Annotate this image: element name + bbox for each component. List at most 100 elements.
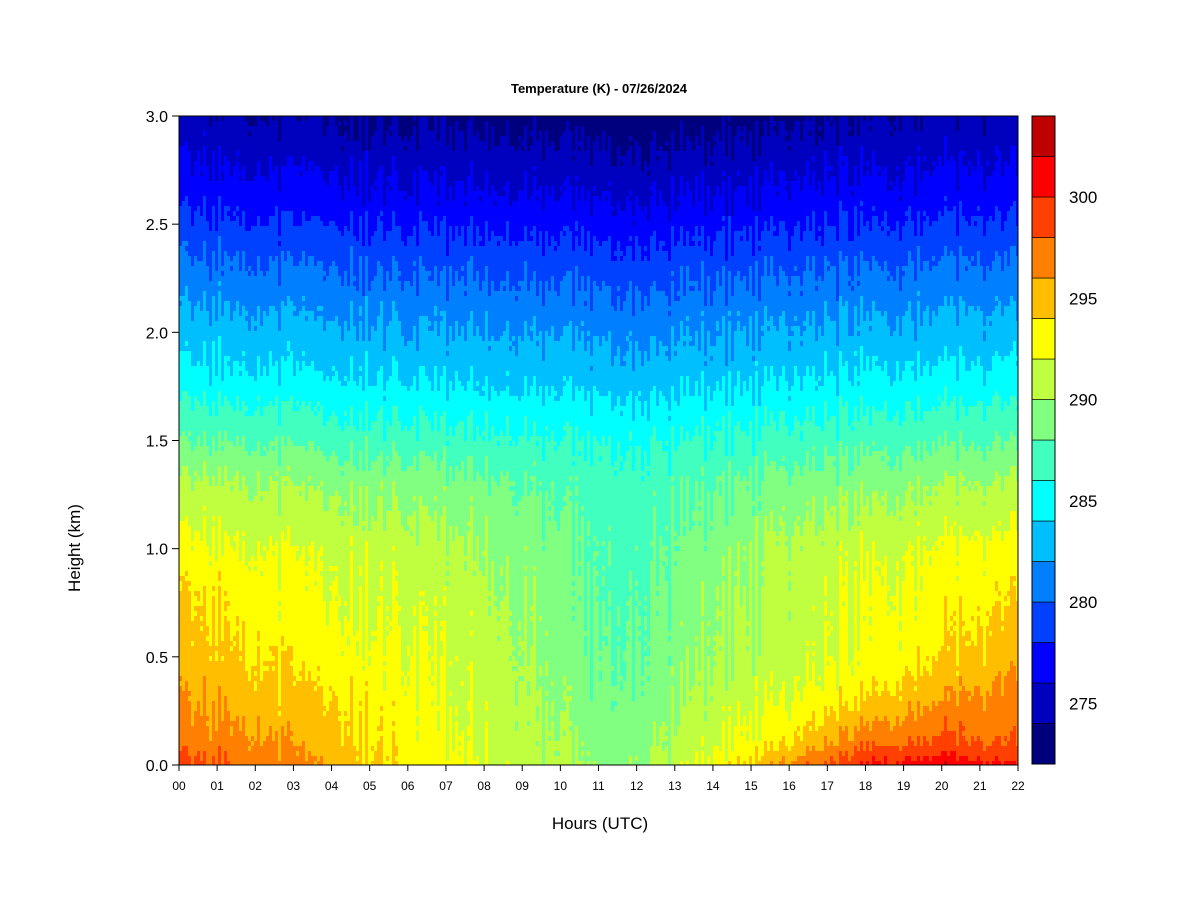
heatmap-cell <box>218 561 222 567</box>
heatmap-cell <box>284 581 288 587</box>
heatmap-cell <box>254 166 258 172</box>
heatmap-cell <box>206 746 210 752</box>
heatmap-cell <box>269 741 273 747</box>
heatmap-cell <box>254 501 258 507</box>
heatmap-cell <box>233 356 237 362</box>
heatmap-cell <box>185 746 189 752</box>
heatmap-cell <box>248 686 252 692</box>
heatmap-cell <box>293 261 297 267</box>
heatmap-cell <box>218 631 222 637</box>
heatmap-cell <box>281 486 285 492</box>
heatmap-cell <box>293 301 297 307</box>
heatmap-cell <box>281 656 285 662</box>
heatmap-cell <box>200 346 204 352</box>
heatmap-cell <box>197 381 201 387</box>
heatmap-cell <box>278 516 282 522</box>
heatmap-cell <box>263 336 267 342</box>
heatmap-cell <box>188 466 192 472</box>
heatmap-cell <box>278 446 282 452</box>
heatmap-cell <box>272 686 276 692</box>
heatmap-cell <box>230 456 234 462</box>
heatmap-cell <box>290 681 294 687</box>
heatmap-cell <box>269 366 273 372</box>
heatmap-cell <box>278 521 282 527</box>
heatmap-cell <box>182 141 186 147</box>
heatmap-cell <box>245 551 249 557</box>
heatmap-cell <box>278 666 282 672</box>
heatmap-cell <box>242 651 246 657</box>
heatmap-cell <box>209 121 213 127</box>
heatmap-cell <box>257 396 261 402</box>
heatmap-cell <box>239 506 243 512</box>
heatmap-cell <box>284 141 288 147</box>
heatmap-cell <box>260 136 264 142</box>
heatmap-cell <box>263 726 267 732</box>
heatmap-cell <box>251 156 255 162</box>
heatmap-cell <box>236 186 240 192</box>
heatmap-cell <box>209 476 213 482</box>
heatmap-cell <box>239 756 243 762</box>
heatmap-cell <box>251 281 255 287</box>
heatmap-cell <box>230 286 234 292</box>
heatmap-cell <box>233 456 237 462</box>
heatmap-cell <box>266 236 270 242</box>
heatmap-cell <box>203 216 207 222</box>
heatmap-cell <box>185 531 189 537</box>
heatmap-cell <box>263 321 267 327</box>
heatmap-cell <box>185 516 189 522</box>
heatmap-cell <box>245 201 249 207</box>
heatmap-cell <box>236 146 240 152</box>
heatmap-cell <box>215 301 219 307</box>
heatmap-cell <box>290 231 294 237</box>
heatmap-cell <box>245 156 249 162</box>
heatmap-cell <box>206 276 210 282</box>
heatmap-cell <box>194 691 198 697</box>
heatmap-cell <box>182 206 186 212</box>
heatmap-cell <box>281 196 285 202</box>
heatmap-cell <box>188 386 192 392</box>
heatmap-cell <box>281 351 285 357</box>
heatmap-cell <box>203 116 207 122</box>
heatmap-cell <box>248 426 252 432</box>
heatmap-cell <box>287 296 291 302</box>
heatmap-cell <box>266 586 270 592</box>
heatmap-cell <box>239 471 243 477</box>
heatmap-cell <box>275 281 279 287</box>
heatmap-cell <box>284 726 288 732</box>
heatmap-cell <box>290 256 294 262</box>
heatmap-cell <box>203 676 207 682</box>
heatmap-cell <box>230 491 234 497</box>
heatmap-cell <box>197 591 201 597</box>
heatmap-cell <box>254 236 258 242</box>
heatmap-cell <box>182 461 186 467</box>
heatmap-cell <box>230 341 234 347</box>
heatmap-cell <box>275 581 279 587</box>
heatmap-cell <box>209 326 213 332</box>
heatmap-cell <box>233 186 237 192</box>
heatmap-cell <box>245 311 249 317</box>
heatmap-cell <box>224 281 228 287</box>
heatmap-cell <box>263 446 267 452</box>
heatmap-cell <box>287 461 291 467</box>
heatmap-cell <box>233 586 237 592</box>
heatmap-cell <box>281 761 285 766</box>
heatmap-cell <box>197 201 201 207</box>
heatmap-cell <box>182 631 186 637</box>
heatmap-cell <box>287 246 291 252</box>
heatmap-cell <box>194 266 198 272</box>
heatmap-cell <box>188 271 192 277</box>
heatmap-cell <box>206 211 210 217</box>
heatmap-cell <box>182 466 186 472</box>
heatmap-cell <box>248 366 252 372</box>
heatmap-cell <box>179 661 183 667</box>
heatmap-cell <box>212 366 216 372</box>
heatmap-cell <box>230 231 234 237</box>
heatmap-cell <box>290 426 294 432</box>
heatmap-cell <box>239 441 243 447</box>
heatmap-cell <box>197 711 201 717</box>
heatmap-cell <box>290 281 294 287</box>
heatmap-cell <box>254 361 258 367</box>
heatmap-cell <box>251 556 255 562</box>
heatmap-cell <box>281 256 285 262</box>
heatmap-cell <box>290 376 294 382</box>
